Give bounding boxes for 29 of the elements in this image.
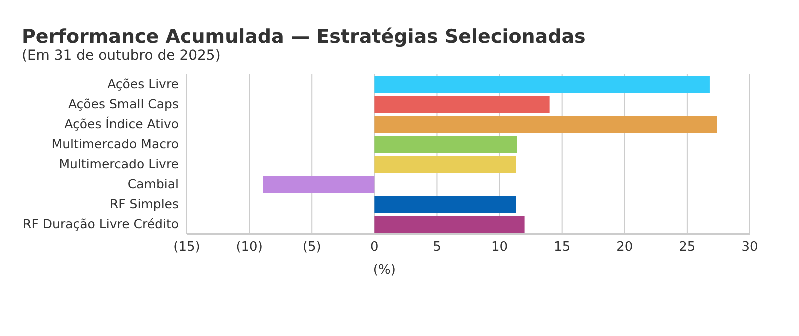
x-tick-label: 0 (370, 240, 379, 256)
x-tick-label: 25 (679, 240, 696, 256)
x-tick-label: (15) (174, 240, 200, 256)
y-tick-label: RF Simples (110, 196, 179, 212)
y-tick-label: Ações Livre (108, 76, 180, 92)
y-tick-label: Multimercado Macro (52, 136, 179, 152)
bar (374, 216, 525, 233)
bar (263, 176, 375, 193)
x-tick-label: (10) (236, 240, 263, 256)
x-tick-label: 20 (616, 240, 634, 256)
x-tick-label: 5 (433, 240, 442, 256)
y-tick-label: RF Duração Livre Crédito (23, 216, 179, 232)
x-tick-label: 30 (742, 240, 758, 256)
bar (374, 96, 550, 113)
bar (374, 76, 710, 93)
bar (374, 156, 516, 173)
chart-title: Performance Acumulada — Estratégias Selecionadas (22, 26, 587, 48)
x-tick-label: 10 (492, 240, 508, 256)
chart-subtitle: (Em 31 de outubro de 2025) (22, 48, 222, 64)
x-tick-label: (5) (302, 240, 322, 256)
y-tick-label: Ações Small Caps (68, 96, 179, 112)
y-tick-label: Ações Índice Ativo (64, 116, 179, 132)
y-tick-label: Cambial (128, 176, 179, 192)
bar (374, 196, 516, 213)
x-axis-title: (%) (373, 263, 396, 278)
bar (374, 136, 518, 153)
x-tick-label: 15 (554, 240, 571, 256)
bar (374, 116, 718, 133)
y-tick-label: Multimercado Livre (59, 156, 180, 172)
